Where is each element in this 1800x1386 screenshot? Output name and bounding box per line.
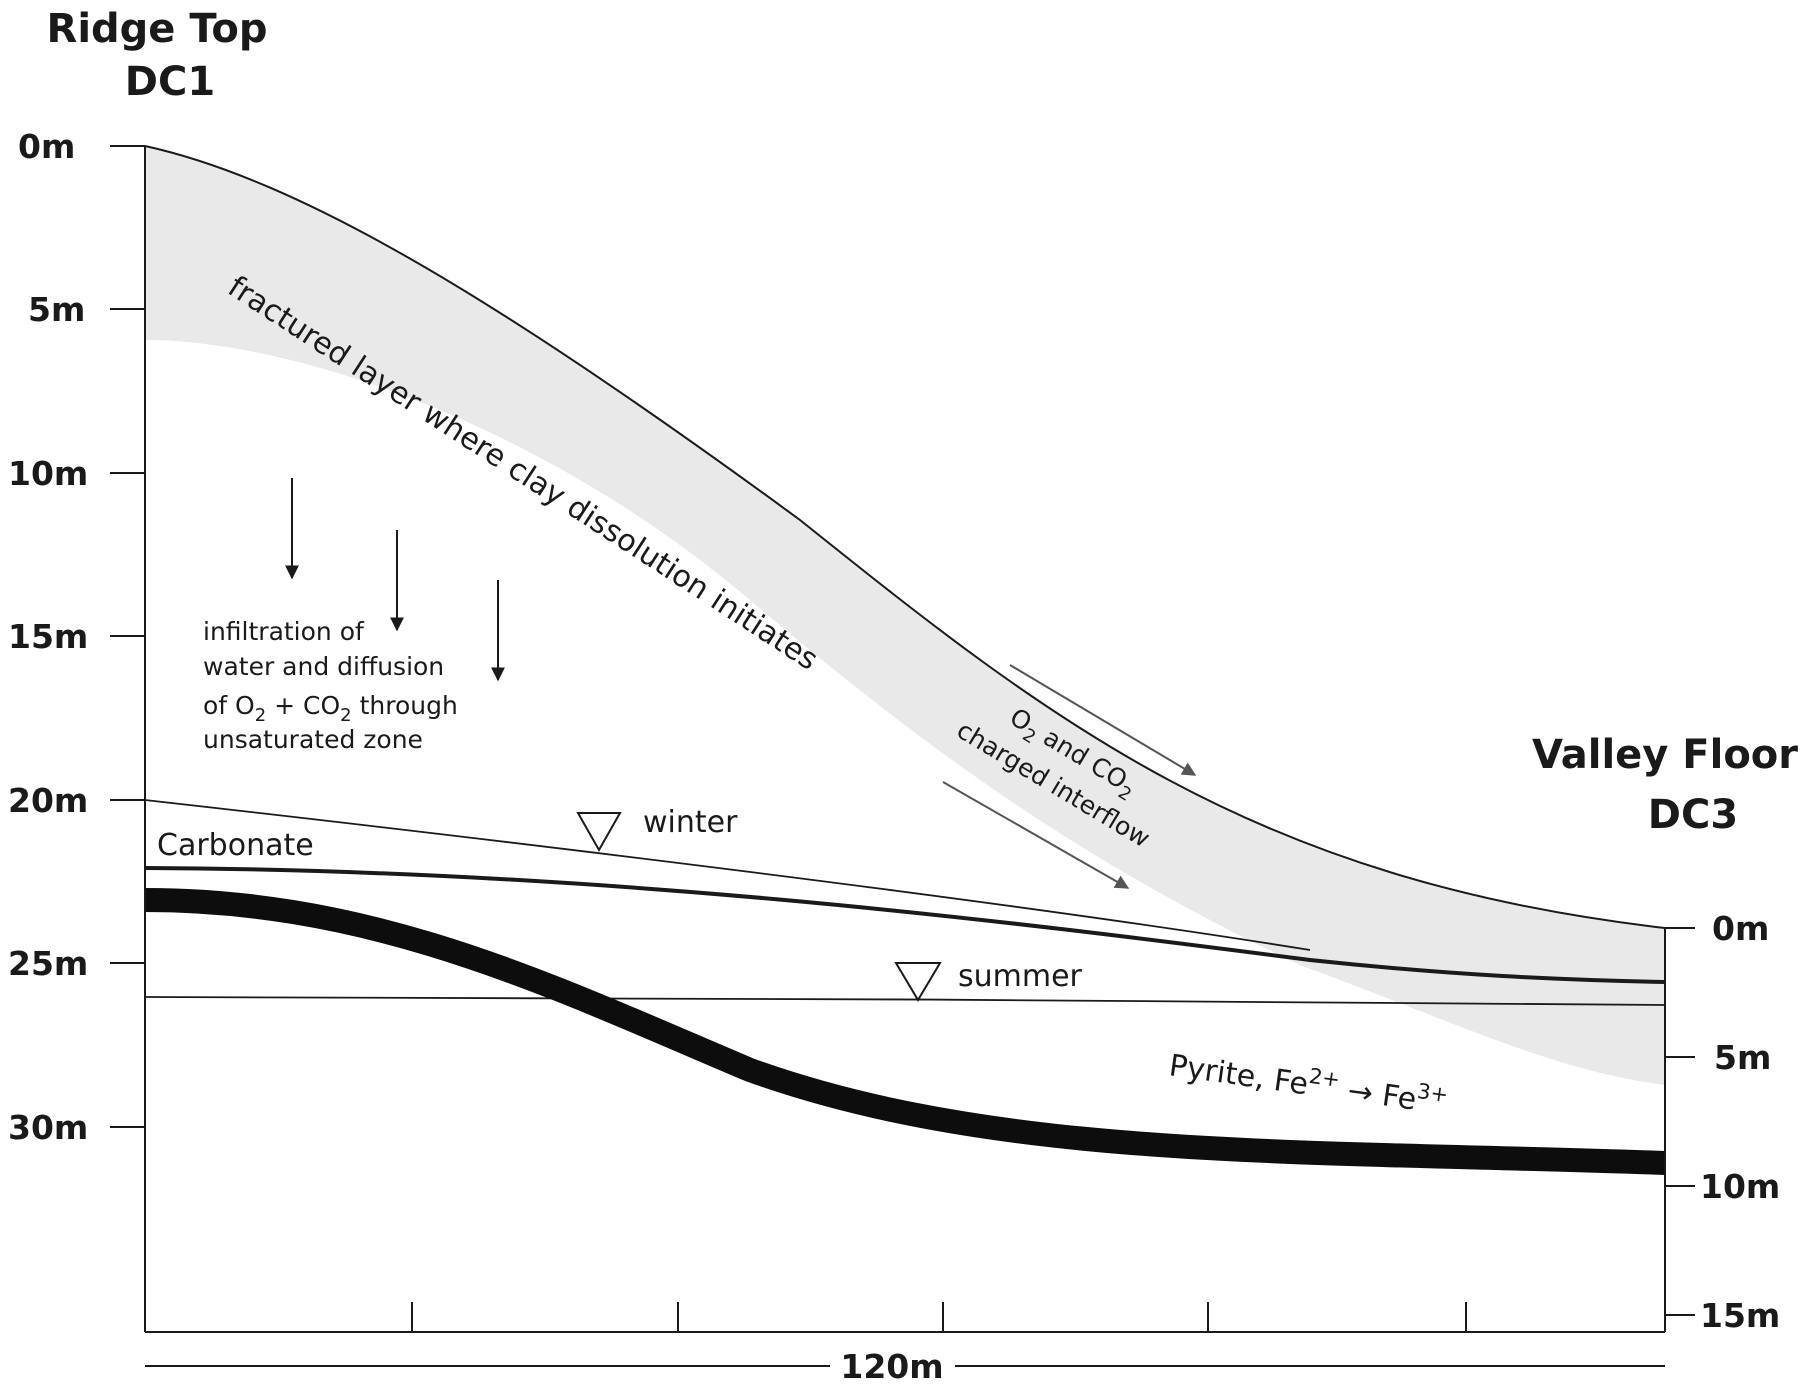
- valley-floor-id: DC3: [1648, 792, 1738, 838]
- left-tick-label: 15m: [8, 617, 88, 656]
- carbonate-layer-line: [144, 866, 1666, 984]
- left-tick-label: 10m: [8, 454, 88, 493]
- left-tick-marks: [110, 145, 145, 1128]
- ridge-top-id: DC1: [125, 59, 215, 105]
- infiltration-note-line3: of O2 + CO2 through: [203, 691, 458, 726]
- left-tick-label: 5m: [28, 290, 85, 329]
- interflow-arrow: [1009, 664, 1197, 776]
- left-tick-label: 0m: [18, 127, 75, 166]
- interflow-arrow: [942, 781, 1130, 889]
- winter-water-table-marker: [576, 812, 622, 853]
- summer-label: summer: [958, 959, 1083, 994]
- left-tick-label: 25m: [8, 944, 88, 983]
- right-tick-label: 10m: [1700, 1167, 1780, 1206]
- ridge-top-title: Ridge Top: [47, 6, 268, 52]
- scale-bar-label: 120m: [840, 1347, 943, 1386]
- right-tick-label: 0m: [1712, 909, 1769, 948]
- ground-surface-line: [144, 145, 1666, 929]
- infiltration-note-line1: infiltration of: [203, 617, 365, 646]
- bottom-tick-marks: [411, 1302, 1467, 1332]
- infiltration-note-line4: unsaturated zone: [203, 725, 423, 754]
- right-tick-label: 15m: [1700, 1296, 1780, 1335]
- infiltration-note-line2: water and diffusion: [203, 652, 444, 681]
- winter-water-table-line: [144, 799, 1311, 951]
- right-tick-label: 5m: [1714, 1038, 1771, 1077]
- right-tick-marks: [1665, 927, 1695, 1316]
- winter-label: winter: [643, 805, 738, 840]
- summer-water-table-marker: [894, 962, 942, 1002]
- carbonate-label: Carbonate: [157, 828, 314, 863]
- left-tick-label: 20m: [8, 781, 88, 820]
- pyrite-label: Pyrite, Fe2+ → Fe3+: [1167, 1044, 1450, 1122]
- valley-floor-title: Valley Floor: [1532, 732, 1798, 778]
- left-tick-label: 30m: [8, 1108, 88, 1147]
- pyrite-layer: [144, 888, 1666, 1175]
- fractured-layer-band: [145, 146, 1665, 1085]
